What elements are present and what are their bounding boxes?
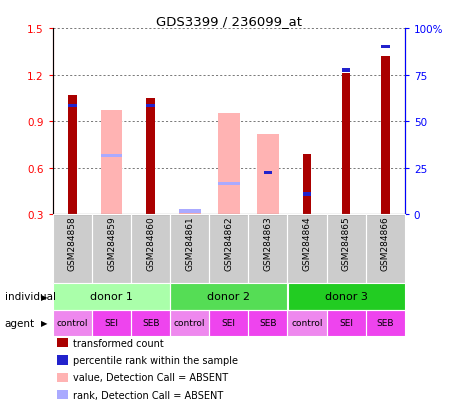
Bar bbox=[146, 99, 155, 215]
Bar bbox=[218, 182, 239, 185]
Bar bbox=[68, 104, 77, 108]
Text: individual: individual bbox=[5, 291, 56, 301]
Text: agent: agent bbox=[5, 318, 34, 328]
Text: SEB: SEB bbox=[258, 319, 276, 328]
Text: transformed count: transformed count bbox=[73, 338, 163, 348]
Bar bbox=[179, 210, 200, 214]
Bar bbox=[68, 95, 77, 215]
Bar bbox=[146, 104, 155, 108]
Bar bbox=[302, 154, 311, 215]
Bar bbox=[380, 57, 389, 215]
Text: value, Detection Call = ABSENT: value, Detection Call = ABSENT bbox=[73, 373, 228, 382]
Bar bbox=[179, 210, 200, 215]
Bar bbox=[218, 114, 239, 215]
Text: ▶: ▶ bbox=[41, 292, 48, 301]
Bar bbox=[101, 111, 122, 215]
Text: donor 2: donor 2 bbox=[207, 291, 250, 301]
Bar bbox=[341, 74, 350, 215]
Text: SEB: SEB bbox=[141, 319, 159, 328]
Text: ▶: ▶ bbox=[41, 319, 48, 328]
Text: control: control bbox=[174, 319, 205, 328]
Text: SEI: SEI bbox=[104, 319, 118, 328]
Bar bbox=[257, 222, 278, 226]
Text: SEI: SEI bbox=[221, 319, 235, 328]
Bar bbox=[257, 134, 278, 215]
Text: SEB: SEB bbox=[375, 319, 393, 328]
Bar bbox=[101, 154, 122, 158]
Title: GDS3399 / 236099_at: GDS3399 / 236099_at bbox=[156, 15, 301, 28]
Text: donor 3: donor 3 bbox=[324, 291, 367, 301]
Text: control: control bbox=[291, 319, 322, 328]
Bar bbox=[302, 193, 311, 196]
Text: rank, Detection Call = ABSENT: rank, Detection Call = ABSENT bbox=[73, 390, 223, 400]
Bar bbox=[263, 171, 272, 175]
Bar bbox=[341, 69, 350, 72]
Text: percentile rank within the sample: percentile rank within the sample bbox=[73, 355, 238, 365]
Text: donor 1: donor 1 bbox=[90, 291, 133, 301]
Bar bbox=[380, 46, 389, 49]
Text: SEI: SEI bbox=[338, 319, 353, 328]
Text: control: control bbox=[56, 319, 88, 328]
